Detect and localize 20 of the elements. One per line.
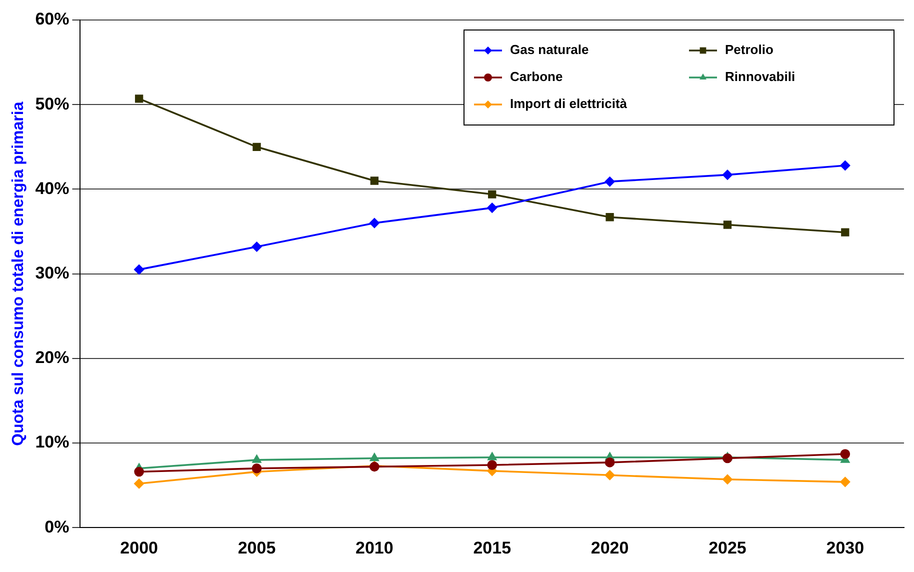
- x-tick-label: 2030: [826, 538, 864, 558]
- legend-label: Gas naturale: [510, 42, 589, 58]
- x-tick-label: 2020: [590, 538, 629, 558]
- y-tick-label: 50%: [35, 94, 70, 114]
- y-tick-label: 30%: [35, 263, 70, 282]
- y-tick-label: 20%: [35, 348, 70, 368]
- y-tick-label: 40%: [35, 178, 70, 198]
- legend-label: Carbone: [510, 69, 563, 84]
- legend-label: Rinnovabili: [725, 69, 796, 84]
- x-tick-label: 2005: [238, 538, 276, 558]
- y-tick-label: 0%: [44, 517, 70, 536]
- y-tick-label: 10%: [35, 432, 70, 452]
- legend-label: Petrolio: [725, 42, 774, 58]
- x-tick-label: 2025: [708, 538, 746, 558]
- x-tick-label: 2010: [356, 538, 394, 558]
- legend-label: Import di elettricità: [510, 96, 628, 112]
- y-axis-title: Quota sul consumo totale di energia primaria: [10, 102, 28, 446]
- x-tick-label: 2015: [473, 538, 512, 558]
- y-tick-label: 60%: [35, 10, 70, 29]
- x-tick-label: 2000: [120, 538, 158, 558]
